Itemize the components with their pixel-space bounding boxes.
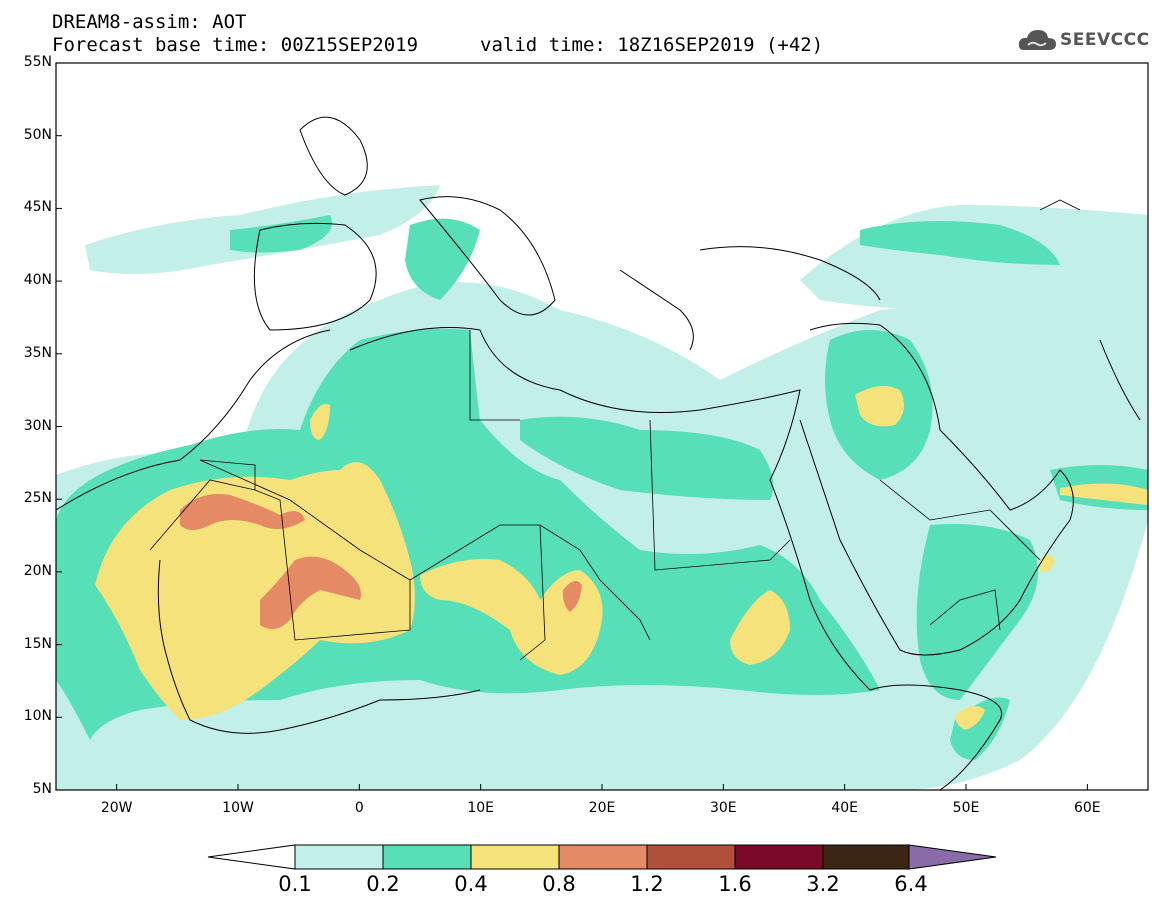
colorbar-seg-7 — [822, 844, 910, 870]
lon-label: 40E — [831, 800, 858, 816]
colorbar-label: 1.6 — [718, 872, 752, 896]
colorbar-low-arrow — [207, 844, 296, 870]
lat-label: 35N — [23, 344, 52, 361]
lat-label: 5N — [32, 781, 52, 797]
lat-label: 25N — [23, 490, 52, 507]
aot-contours — [56, 185, 1148, 790]
country-borders — [149, 199, 1081, 661]
colorbar-label: 0.2 — [366, 872, 400, 896]
lon-label: 10W — [222, 800, 254, 816]
lat-label: 55N — [23, 54, 52, 70]
colorbar-seg-5 — [646, 844, 736, 870]
colorbar-high-arrow — [908, 844, 997, 870]
seevccc-logo: SEEVCCC — [1018, 26, 1150, 56]
aot-level-0.4 — [95, 386, 1148, 730]
colorbar — [207, 844, 997, 870]
lat-label: 40N — [23, 272, 52, 289]
colorbar-label: 6.4 — [894, 872, 928, 896]
colorbar-label: 1.2 — [630, 872, 664, 896]
lat-label: 15N — [23, 635, 52, 652]
lon-label: 0 — [354, 800, 364, 816]
lon-label: 50E — [952, 800, 980, 816]
lon-label: 60E — [1073, 800, 1101, 816]
colorbar-label: 0.1 — [278, 872, 312, 896]
valid-time: valid time: 18Z16SEP2019 (+42) — [480, 34, 824, 56]
colorbar-seg-4 — [558, 844, 648, 870]
colorbar-seg-1 — [294, 844, 384, 870]
map-title: DREAM8-assim: AOT — [52, 11, 247, 33]
lat-label: 45N — [23, 199, 52, 216]
axis-ticks — [56, 62, 1088, 791]
colorbar-label: 0.8 — [542, 872, 576, 896]
lon-label: 20E — [588, 800, 616, 816]
aot-level-0.8 — [180, 494, 582, 629]
lat-label: 30N — [23, 417, 52, 434]
colorbar-label: 0.4 — [454, 872, 488, 896]
lon-label: 20W — [100, 800, 133, 816]
colorbar-seg-3 — [470, 844, 560, 870]
forecast-base-time: Forecast base time: 00Z15SEP2019 — [52, 34, 419, 56]
logo-text: SEEVCCC — [1060, 30, 1150, 50]
lon-label: 30E — [709, 800, 737, 816]
lat-label: 50N — [23, 126, 52, 143]
lat-label: 20N — [23, 562, 52, 579]
colorbar-seg-2 — [382, 844, 472, 870]
cloud-icon — [1018, 30, 1056, 50]
lat-label: 10N — [23, 708, 52, 725]
colorbar-label: 3.2 — [806, 872, 840, 896]
coastlines — [56, 116, 1141, 790]
colorbar-seg-6 — [734, 844, 824, 870]
lon-label: 10E — [467, 800, 494, 816]
